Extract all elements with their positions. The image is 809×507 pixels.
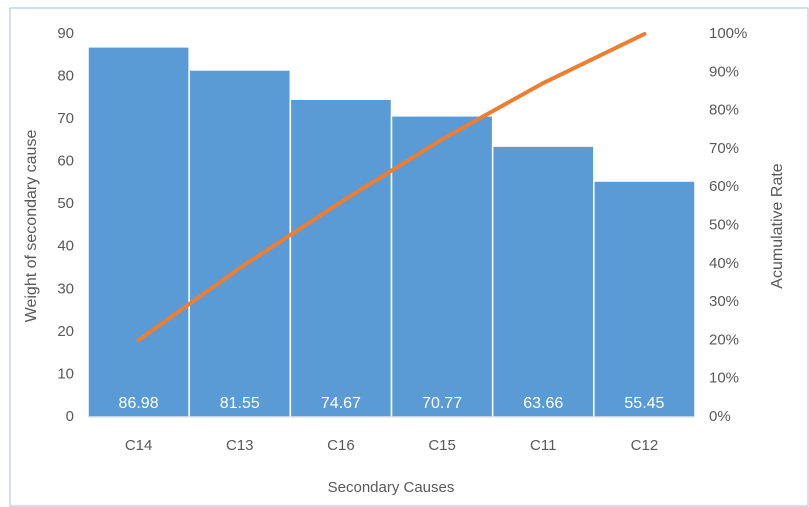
data-label: 70.77 [422, 395, 462, 412]
y-tick-label: 30 [57, 280, 74, 297]
data-label: 55.45 [624, 395, 664, 412]
x-axis-title: Secondary Causes [328, 479, 455, 496]
y2-tick-label: 60% [709, 178, 739, 195]
y-tick-label: 40 [57, 238, 74, 255]
bar [188, 69, 292, 418]
x-tick-label: C16 [327, 437, 355, 454]
y2-tick-label: 50% [709, 216, 739, 233]
x-tick-label: C15 [428, 437, 456, 454]
data-label: 74.67 [321, 395, 361, 412]
y-tick-label: 70 [57, 110, 74, 127]
y-tick-label: 10 [57, 365, 74, 382]
data-label: 63.66 [523, 395, 563, 412]
y2-tick-label: 70% [709, 140, 739, 157]
data-label: 86.98 [119, 395, 159, 412]
y-tick-label: 20 [57, 323, 74, 340]
data-label: 81.55 [220, 395, 260, 412]
y2-tick-label: 80% [709, 102, 739, 119]
x-tick-label: C13 [226, 437, 254, 454]
y2-tick-label: 0% [709, 408, 731, 425]
y2-tick-label: 10% [709, 370, 739, 387]
y-tick-label: 0 [66, 408, 74, 425]
y-tick-label: 50 [57, 195, 74, 212]
y-tick-label: 80 [57, 68, 74, 85]
y-tick-label: 60 [57, 153, 74, 170]
y2-tick-label: 40% [709, 255, 739, 272]
y2-tick-label: 30% [709, 293, 739, 310]
x-tick-label: C11 [530, 437, 556, 454]
y2-axis-title: Acumulative Rate [769, 163, 786, 288]
y-tick-label: 90 [57, 25, 74, 42]
bar [593, 180, 696, 418]
bar [491, 145, 595, 418]
y2-tick-label: 100% [709, 25, 747, 42]
bar [390, 115, 494, 418]
line-series [136, 32, 647, 343]
x-tick-label: C12 [631, 437, 659, 454]
bar [289, 98, 393, 418]
y-axis-title: Weight of secondary cause [23, 130, 40, 323]
y2-tick-label: 20% [709, 331, 739, 348]
x-tick-label: C14 [125, 437, 153, 454]
bar [87, 46, 190, 418]
y2-tick-label: 90% [709, 63, 739, 80]
